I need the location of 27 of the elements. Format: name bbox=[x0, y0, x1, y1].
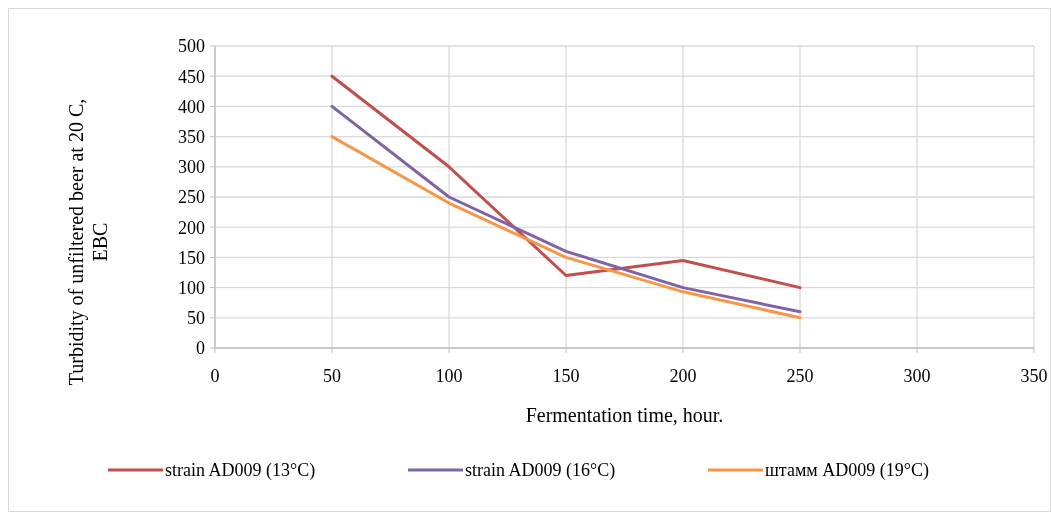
x-tick-label: 300 bbox=[903, 366, 931, 386]
x-axis-title: Fermentation time, hour. bbox=[525, 404, 724, 426]
x-tick-label: 250 bbox=[786, 366, 814, 386]
x-tick-label: 100 bbox=[435, 366, 463, 386]
y-tick-label: 250 bbox=[178, 187, 205, 208]
y-tick-label: 50 bbox=[187, 308, 205, 329]
legend-label: strain AD009 (13°C) bbox=[165, 460, 316, 482]
x-tick-label: 150 bbox=[552, 366, 580, 386]
y-axis-title: Turbidity of unfiltered beer at 20 C, EBC bbox=[65, 98, 111, 386]
y-tick-label: 350 bbox=[178, 126, 205, 147]
line-series bbox=[330, 74, 802, 290]
x-tick-label: 350 bbox=[1020, 366, 1048, 386]
line-series bbox=[330, 135, 802, 320]
y-tick-label: 0 bbox=[196, 338, 205, 359]
x-tick-label: 50 bbox=[323, 366, 341, 386]
y-tick-label: 150 bbox=[178, 247, 205, 268]
y-tick-label: 450 bbox=[178, 66, 205, 87]
y-tick-label: 500 bbox=[178, 36, 205, 57]
y-tick-label: 200 bbox=[178, 217, 205, 238]
x-tick-label: 0 bbox=[210, 366, 220, 386]
legend-label: штамм AD009 (19°C) bbox=[765, 460, 929, 482]
y-tick-label: 300 bbox=[178, 157, 205, 178]
line-series bbox=[330, 104, 802, 314]
x-tick-label: 200 bbox=[669, 366, 697, 386]
legend-label: strain AD009 (16°C) bbox=[465, 460, 616, 482]
y-tick-label: 400 bbox=[178, 96, 205, 117]
y-tick-label: 100 bbox=[178, 277, 205, 298]
